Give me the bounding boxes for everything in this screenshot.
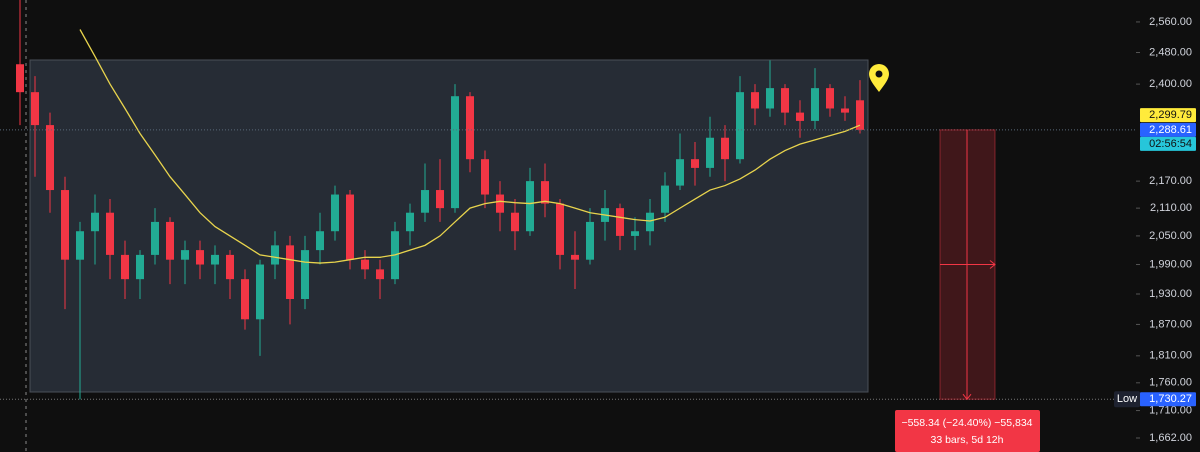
location-pin xyxy=(869,64,889,92)
y-tick-label: 1,662.00 xyxy=(1149,432,1192,444)
candle-body xyxy=(691,159,699,168)
candle-body xyxy=(676,159,684,186)
measure-label: 33 bars, 5d 12h xyxy=(931,434,1004,446)
candle-body xyxy=(586,221,594,260)
candle-body xyxy=(766,88,774,109)
candle-body xyxy=(406,212,414,232)
candle-body xyxy=(436,190,444,209)
candle-body xyxy=(856,100,864,130)
y-tick-label: 1,810.00 xyxy=(1149,350,1192,362)
low-price-tag-bg xyxy=(1140,392,1196,407)
low-name: Low xyxy=(1117,393,1137,405)
candle-body xyxy=(706,137,714,168)
candle-body xyxy=(196,250,204,265)
y-tick-label: 2,480.00 xyxy=(1149,46,1192,58)
candle-body xyxy=(226,254,234,280)
candle-body xyxy=(241,279,249,320)
candle-body xyxy=(781,88,789,113)
candle-body xyxy=(826,88,834,109)
candle-body xyxy=(256,264,264,320)
candle-body xyxy=(46,125,54,191)
candle-body xyxy=(511,212,519,232)
candle-body xyxy=(301,250,309,300)
last-price-tag-bg xyxy=(1140,122,1196,137)
candle-body xyxy=(811,88,819,121)
measure-label: −558.34 (−24.40%) −55,834 xyxy=(901,417,1032,429)
candle-body xyxy=(841,108,849,113)
measure-arrow-head-h xyxy=(989,260,996,269)
y-tick-label: 1,930.00 xyxy=(1149,288,1192,300)
countdown-tag: 02:56:54 xyxy=(1149,138,1192,150)
candle-body xyxy=(481,159,489,195)
candle-body xyxy=(16,64,24,93)
low-name-bg xyxy=(1114,391,1140,408)
candle-body xyxy=(541,181,549,204)
ma-price-tag-bg xyxy=(1140,108,1196,123)
candle-body xyxy=(121,254,129,280)
y-tick-label: 2,400.00 xyxy=(1149,78,1192,90)
candle-body xyxy=(151,221,159,255)
candle-body xyxy=(331,194,339,232)
candle-body xyxy=(31,92,39,126)
last-price-tag: 2,288.61 xyxy=(1149,124,1192,136)
y-tick-label: 2,050.00 xyxy=(1149,230,1192,242)
candle-body xyxy=(61,190,69,260)
y-tick-label: 1,760.00 xyxy=(1149,377,1192,389)
candle-body xyxy=(466,96,474,160)
y-tick-label: 2,560.00 xyxy=(1149,16,1192,28)
candle-body xyxy=(451,96,459,209)
candle-body xyxy=(631,231,639,236)
candle-body xyxy=(721,137,729,160)
y-tick-label: 2,110.00 xyxy=(1150,202,1192,214)
ma-price-tag: 2,299.79 xyxy=(1149,109,1192,121)
candle-body xyxy=(166,221,174,260)
candle-body xyxy=(661,185,669,213)
candle-body xyxy=(496,194,504,213)
y-tick-label: 1,710.00 xyxy=(1149,404,1192,416)
candle-body xyxy=(316,231,324,251)
moving-average xyxy=(79,29,861,264)
candle-body xyxy=(361,259,369,270)
candle-body xyxy=(796,112,804,121)
candle-body xyxy=(91,212,99,232)
candle-body xyxy=(556,203,564,255)
candle-body xyxy=(181,250,189,260)
y-tick-label: 1,870.00 xyxy=(1149,318,1192,330)
candle-body xyxy=(421,190,429,213)
candle-body xyxy=(76,231,84,260)
candle-body xyxy=(346,194,354,260)
countdown-tag-bg xyxy=(1140,136,1196,151)
candle-body xyxy=(571,254,579,260)
candle-body xyxy=(136,254,144,280)
candle-body xyxy=(736,92,744,160)
candle-body xyxy=(376,269,384,280)
y-tick-label: 2,170.00 xyxy=(1149,175,1192,187)
candle-body xyxy=(526,181,534,232)
y-tick-label: 1,990.00 xyxy=(1149,258,1192,270)
location-pin-dot xyxy=(875,70,883,78)
low-price-tag: 1,730.27 xyxy=(1149,393,1192,405)
candle-body xyxy=(211,254,219,265)
candle-body xyxy=(271,245,279,265)
candle-body xyxy=(286,245,294,300)
candle-body xyxy=(646,212,654,232)
measure-arrow-head xyxy=(962,393,972,401)
measure-label-box xyxy=(895,410,1040,452)
candle-body xyxy=(106,212,114,255)
candle-body xyxy=(751,92,759,109)
candle-body xyxy=(616,208,624,236)
